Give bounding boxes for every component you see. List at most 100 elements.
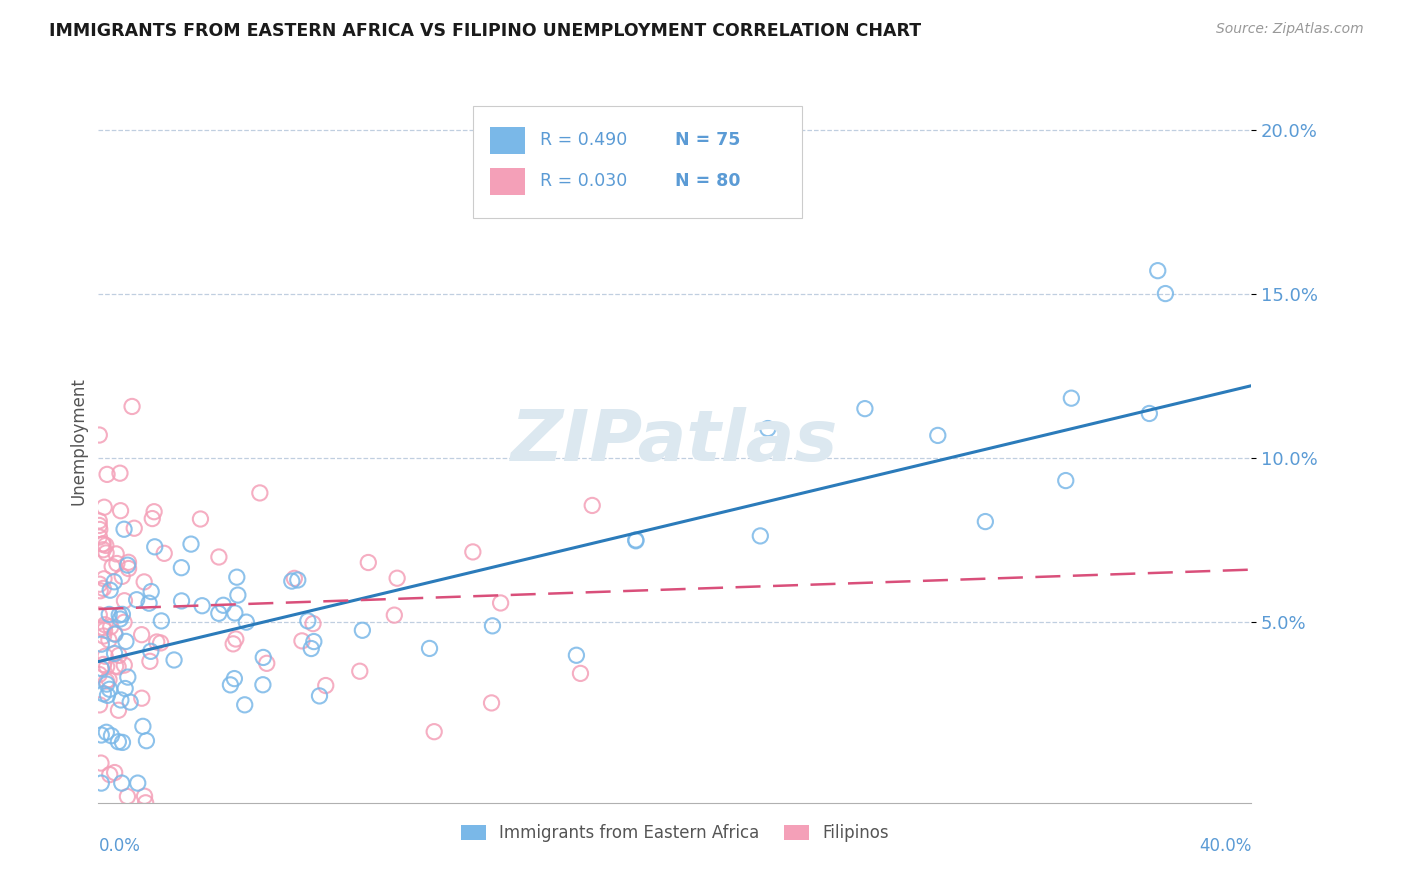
Point	[249, 486, 271, 500]
Text: R = 0.490: R = 0.490	[540, 131, 627, 149]
Point	[111, 776, 134, 790]
Bar	[491, 168, 524, 195]
Point	[1154, 286, 1177, 301]
Point	[624, 533, 647, 548]
Point	[349, 664, 371, 678]
Point	[96, 677, 118, 691]
Point	[127, 776, 149, 790]
Point	[89, 607, 111, 622]
Point	[104, 765, 127, 780]
Point	[98, 607, 121, 622]
Text: N = 75: N = 75	[675, 131, 740, 149]
Point	[565, 648, 588, 663]
Point	[357, 556, 380, 570]
Point	[93, 657, 115, 672]
Point	[581, 499, 603, 513]
Point	[91, 542, 114, 557]
Point	[111, 569, 134, 583]
Point	[121, 400, 143, 414]
Point	[108, 466, 131, 480]
Point	[624, 533, 647, 547]
Point	[489, 596, 512, 610]
Point	[98, 767, 121, 781]
Legend: Immigrants from Eastern Africa, Filipinos: Immigrants from Eastern Africa, Filipino…	[454, 817, 896, 848]
Point	[235, 615, 257, 629]
Point	[146, 635, 169, 649]
Point	[122, 521, 145, 535]
Text: 40.0%: 40.0%	[1199, 838, 1251, 855]
Point	[150, 614, 173, 628]
Point	[256, 657, 278, 671]
Point	[756, 421, 779, 435]
Point	[927, 428, 949, 442]
Point	[90, 728, 112, 742]
Point	[89, 428, 111, 442]
Point	[125, 592, 148, 607]
Point	[93, 624, 115, 638]
Point	[89, 518, 111, 533]
Point	[302, 634, 325, 648]
Point	[461, 545, 484, 559]
Point	[134, 574, 156, 589]
Point	[117, 558, 139, 573]
Point	[191, 599, 214, 613]
Point	[114, 681, 136, 696]
Point	[170, 594, 193, 608]
Point	[89, 583, 111, 598]
Point	[135, 796, 157, 810]
Point	[188, 845, 211, 859]
Point	[131, 691, 153, 706]
Point	[94, 617, 117, 632]
Point	[96, 689, 118, 703]
Point	[385, 571, 408, 585]
FancyBboxPatch shape	[472, 105, 801, 218]
Point	[1146, 263, 1168, 277]
Point	[93, 572, 115, 586]
Point	[112, 658, 135, 673]
Point	[190, 512, 212, 526]
Point	[352, 624, 374, 638]
Point	[93, 687, 115, 701]
Point	[103, 574, 125, 589]
Point	[291, 633, 314, 648]
Point	[108, 607, 131, 622]
Point	[103, 647, 125, 661]
Text: Source: ZipAtlas.com: Source: ZipAtlas.com	[1216, 22, 1364, 37]
Point	[103, 626, 125, 640]
Point	[107, 735, 129, 749]
Point	[139, 654, 162, 668]
Point	[382, 608, 405, 623]
Point	[749, 529, 772, 543]
Point	[138, 596, 160, 610]
Point	[117, 555, 139, 569]
Text: R = 0.030: R = 0.030	[540, 172, 627, 190]
Point	[107, 703, 129, 717]
Point	[132, 719, 155, 733]
Text: N = 80: N = 80	[675, 172, 741, 190]
Point	[297, 614, 319, 628]
Point	[233, 698, 256, 712]
Point	[143, 540, 166, 554]
Point	[101, 559, 124, 574]
Point	[283, 571, 305, 585]
Point	[96, 725, 118, 739]
Point	[93, 629, 115, 643]
Point	[115, 634, 138, 648]
Point	[105, 547, 128, 561]
Point	[100, 620, 122, 634]
Point	[481, 619, 503, 633]
Point	[112, 522, 135, 536]
Bar	[491, 127, 524, 154]
Point	[91, 537, 114, 551]
Point	[110, 612, 132, 626]
Point	[139, 644, 162, 658]
Point	[89, 514, 111, 528]
Point	[111, 735, 134, 749]
Point	[163, 653, 186, 667]
Point	[96, 467, 118, 482]
Point	[89, 577, 111, 591]
Point	[287, 573, 309, 587]
Point	[569, 666, 592, 681]
Point	[90, 756, 112, 770]
Point	[117, 670, 139, 684]
